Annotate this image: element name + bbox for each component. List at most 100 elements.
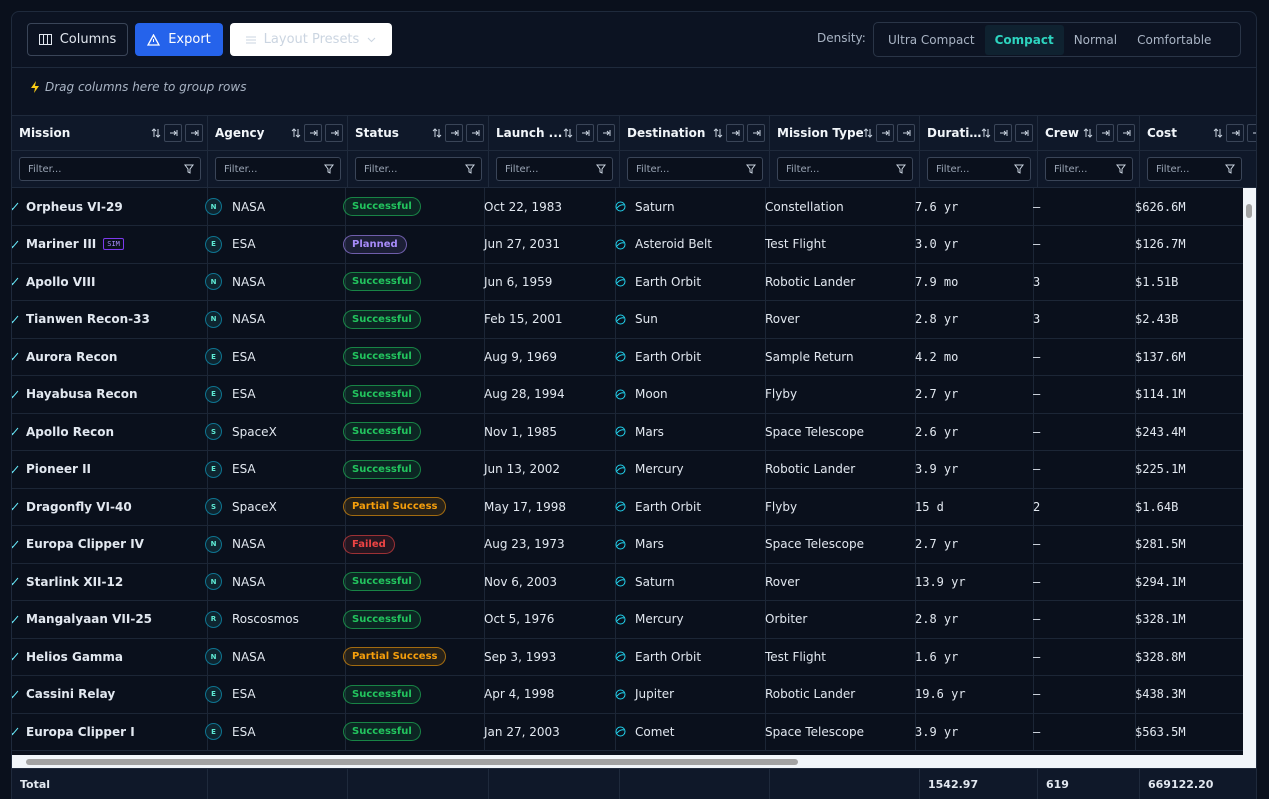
status-pill: Failed (343, 534, 395, 554)
grid-cell: Successful (335, 338, 485, 375)
group-bar[interactable]: Drag columns here to group rows (30, 80, 246, 94)
horizontal-scrollbar[interactable] (12, 755, 1256, 768)
pin-button[interactable] (466, 124, 484, 142)
pin-button[interactable] (576, 124, 594, 142)
layout-presets-button[interactable]: Layout Presets (230, 23, 392, 56)
column-header[interactable]: Mission (12, 116, 208, 150)
column-header[interactable]: Crew (1038, 116, 1140, 150)
grid-row[interactable]: Mangalyaan VII-25 R Roscosmos Successful Oct… (12, 600, 1243, 639)
agency-badge: E (205, 385, 222, 403)
pin-button[interactable] (994, 124, 1012, 142)
grid-cell: $438.3M (1127, 676, 1243, 713)
pin-button[interactable] (747, 124, 765, 142)
pin-button[interactable] (325, 124, 343, 142)
column-header[interactable]: Durati… (920, 116, 1038, 150)
column-filter[interactable]: Filter... (355, 157, 482, 181)
duration: 2.7 yr (915, 537, 959, 551)
pin-button[interactable] (304, 124, 322, 142)
export-button[interactable]: Export (135, 23, 223, 56)
column-header[interactable]: Agency (208, 116, 348, 150)
duration: 3.0 yr (915, 237, 959, 251)
grid-cell: Partial Success (335, 638, 485, 675)
grid-cell: N NASA (195, 638, 346, 675)
column-filter[interactable]: Filter... (627, 157, 763, 181)
grid-row[interactable]: Mariner III SIM E ESA Planned Jun 27, 2031 Ast… (12, 225, 1243, 264)
pin-button[interactable] (1096, 124, 1114, 142)
pin-button[interactable] (726, 124, 744, 142)
pin-button[interactable] (897, 124, 915, 142)
agency-badge: E (205, 723, 222, 740)
grid-cell: 3.9 yr (907, 713, 1034, 750)
column-filter[interactable]: Filter... (927, 157, 1031, 181)
pin-button[interactable] (1117, 124, 1135, 142)
grid-cell: 7.9 mo (907, 263, 1034, 300)
edit-icon (12, 727, 19, 736)
presets-icon (245, 36, 256, 43)
crew: — (1033, 349, 1041, 364)
grid-row[interactable]: Pioneer II E ESA Successful Jun 13, 2002 Merc… (12, 450, 1243, 489)
chevron (367, 37, 376, 42)
edit-icon (12, 427, 19, 436)
pin-button[interactable] (445, 124, 463, 142)
density-option[interactable]: Ultra Compact (888, 32, 975, 47)
density-option[interactable]: Comfortable (1137, 32, 1212, 47)
column-filter[interactable]: Filter... (777, 157, 913, 181)
edit-icon (12, 240, 19, 248)
column-filter[interactable]: Filter... (19, 157, 201, 181)
crew: — (1033, 537, 1041, 551)
grid-cell: Rover (757, 300, 916, 338)
grid-cell: — (1025, 525, 1136, 563)
density-option[interactable]: Compact (984, 24, 1064, 55)
pin-icon (471, 130, 479, 136)
pin-icon (602, 130, 610, 136)
grid-cell: Sample Return (757, 338, 916, 375)
grid-row[interactable]: Dragonfly VI-40 S SpaceX Partial Success May… (12, 488, 1243, 526)
edit-icon (12, 615, 19, 623)
grid-cell: 2.8 yr (907, 600, 1034, 638)
pin-button[interactable] (1226, 124, 1244, 142)
grid-row[interactable]: Hayabusa Recon E ESA Successful Aug 28, 1994… (12, 375, 1243, 414)
scroll-thumb[interactable] (26, 759, 798, 765)
column-filter[interactable]: Filter... (1045, 157, 1133, 181)
pin-icon (902, 130, 910, 136)
pin-button[interactable] (1015, 124, 1033, 142)
grid-row[interactable]: Europa Clipper IV N NASA Failed Aug 23, 1973… (12, 525, 1243, 564)
column-header[interactable]: Cost (1140, 116, 1256, 150)
grid-footer: Total 1542.97 619 669122.20 (12, 768, 1256, 799)
column-header[interactable]: Launch ... (489, 116, 620, 150)
grid-cell: Saturn (607, 563, 766, 600)
duration: 7.6 yr (915, 199, 959, 214)
column-filter[interactable]: Filter... (496, 157, 613, 181)
grid-cell: N NASA (195, 188, 346, 225)
pin-button[interactable] (185, 124, 203, 142)
column-header[interactable]: Destination (620, 116, 770, 150)
pin-button[interactable] (597, 124, 615, 142)
vertical-scrollbar[interactable] (1243, 188, 1256, 755)
filter-placeholder: Filter... (1054, 163, 1088, 175)
pin-button[interactable] (164, 124, 182, 142)
grid-row[interactable]: Tianwen Recon-33 N NASA Successful Feb 15, 2… (12, 300, 1243, 339)
grid-cell: Successful (335, 450, 485, 488)
density-option[interactable]: Normal (1073, 32, 1118, 47)
grid-row[interactable]: Cassini Relay E ESA Successful Apr 4, 1998 Ju… (12, 675, 1243, 714)
grid-row[interactable]: Apollo Recon S SpaceX Successful Nov 1, 1985… (12, 413, 1243, 451)
scroll-thumb[interactable] (1246, 204, 1252, 218)
columns-button[interactable]: Columns (27, 23, 128, 56)
destination-icon (615, 651, 626, 662)
grid-row[interactable]: Europa Clipper I E ESA Successful Jan 27, 20… (12, 713, 1243, 751)
filter-icon (1014, 164, 1024, 174)
grid-row[interactable]: Orpheus VI-29 N NASA Successful Oct 22, 1983… (12, 188, 1243, 226)
grid-row[interactable]: Starlink XII-12 N NASA Successful Nov 6, 200… (12, 563, 1243, 601)
column-header[interactable]: Status (348, 116, 489, 150)
column-header[interactable]: Mission Type (770, 116, 920, 150)
grid-row[interactable]: Apollo VIII N NASA Successful Jun 6, 1959 Ear… (12, 263, 1243, 301)
sort-icon (981, 128, 991, 138)
column-filter[interactable]: Filter... (215, 157, 341, 181)
cost: $294.1M (1135, 574, 1186, 589)
pin-button[interactable] (876, 124, 894, 142)
grid-row[interactable]: Aurora Recon E ESA Successful Aug 9, 1969 Ear… (12, 338, 1243, 376)
grid-row[interactable]: Helios Gamma N NASA Partial Success Sep 3, 1… (12, 638, 1243, 676)
pin-button[interactable] (1247, 124, 1256, 142)
status-pill: Successful (343, 347, 421, 366)
column-filter[interactable]: Filter... (1147, 157, 1242, 181)
